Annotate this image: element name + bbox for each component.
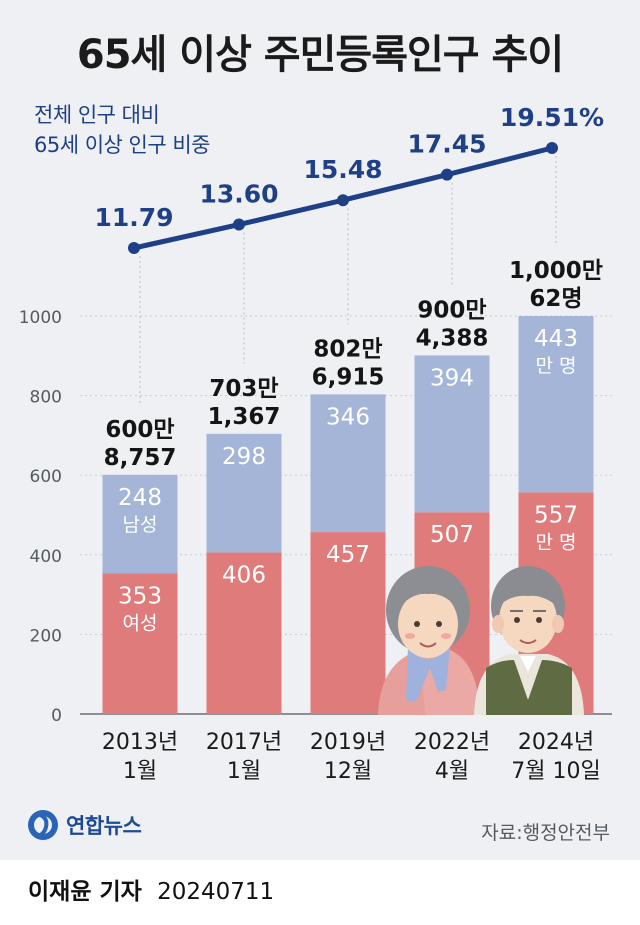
y-tick-label: 0 — [51, 706, 62, 726]
total-label-line2: 6,915 — [312, 364, 385, 390]
female-value-label: 507 — [430, 522, 474, 548]
ratio-value-label: 19.51% — [500, 103, 604, 132]
footer-bar — [0, 860, 640, 925]
x-tick-label-year: 2022년 — [414, 730, 490, 755]
ratio-point — [441, 168, 453, 181]
x-tick-label-year: 2017년 — [206, 730, 282, 755]
byline-author: 이재윤 기자 — [28, 879, 142, 905]
bar-male — [102, 474, 178, 574]
ratio-value-label: 15.48 — [303, 155, 382, 184]
yonhap-logo-icon — [28, 810, 58, 840]
x-tick-label-month: 1월 — [227, 759, 261, 784]
male-value-label: 346 — [326, 404, 370, 430]
bar-female — [310, 532, 386, 714]
ratio-value-label: 11.79 — [94, 203, 173, 232]
ratio-point — [546, 142, 558, 154]
male-unit-label: 만 명 — [536, 355, 577, 377]
total-label-line2: 1,367 — [208, 404, 281, 430]
y-tick-label: 1000 — [19, 308, 62, 328]
ratio-point — [337, 194, 349, 207]
bar-male — [206, 433, 282, 553]
male-value-label: 298 — [222, 444, 266, 470]
x-tick-label-month: 7월 10일 — [511, 759, 600, 784]
female-series-label: 여성 — [123, 613, 158, 635]
elderly-woman-icon — [378, 566, 480, 715]
total-label-line1: 900만 — [417, 297, 486, 323]
bar-female — [206, 552, 282, 714]
yonhap-logo: 연합뉴스 — [26, 808, 142, 842]
byline-date: 20240711 — [157, 879, 275, 905]
total-label-line1: 703만 — [209, 376, 278, 402]
source-note: 자료:행정안전부 — [481, 822, 610, 844]
bar-male — [414, 355, 490, 513]
ratio-label-line2: 65세 이상 인구 비중 — [34, 133, 211, 157]
x-tick-label-month: 1월 — [123, 759, 157, 784]
x-tick-label-year: 2024년 — [518, 730, 594, 755]
ratio-value-label: 13.60 — [199, 180, 278, 209]
bar-female — [102, 573, 178, 714]
bar-male — [518, 316, 594, 493]
logo-text: 연합뉴스 — [66, 814, 142, 838]
male-value-label: 248 — [118, 485, 162, 511]
total-label-line2: 62명 — [529, 286, 582, 312]
total-label-line1: 1,000만 — [509, 258, 603, 284]
female-value-label: 406 — [222, 562, 266, 588]
y-tick-label: 200 — [30, 626, 62, 646]
ratio-series-label: 전체 인구 대비 65세 이상 인구 비중 — [34, 100, 211, 160]
ratio-value-label: 17.45 — [407, 130, 486, 159]
female-value-label: 353 — [118, 584, 162, 610]
page-title: 65세 이상 주민등록인구 추이 — [76, 32, 564, 78]
total-label-line2: 8,757 — [104, 445, 177, 471]
x-tick-label-month: 4월 — [435, 759, 469, 784]
female-value-label: 557 — [534, 502, 578, 528]
ratio-point — [128, 242, 140, 254]
male-value-label: 394 — [430, 365, 474, 391]
bar-male — [310, 394, 386, 533]
ratio-label-line1: 전체 인구 대비 — [34, 103, 160, 127]
ratio-point — [233, 218, 245, 231]
female-value-label: 457 — [326, 542, 370, 568]
total-label-line2: 4,388 — [416, 325, 489, 351]
female-unit-label: 만 명 — [536, 531, 577, 553]
x-tick-label-year: 2019년 — [310, 730, 386, 755]
total-label-line1: 802만 — [313, 336, 382, 362]
y-tick-label: 800 — [30, 388, 62, 408]
y-tick-label: 600 — [30, 467, 62, 487]
y-tick-label: 400 — [30, 547, 62, 567]
elderly-couple-illustration — [378, 566, 584, 715]
male-value-label: 443 — [534, 326, 578, 352]
male-series-label: 남성 — [123, 514, 158, 536]
elderly-man-icon — [474, 566, 584, 715]
x-tick-label-year: 2013년 — [102, 730, 178, 755]
total-label-line1: 600만 — [105, 417, 174, 443]
byline: 이재윤 기자 20240711 — [28, 872, 274, 906]
x-tick-label-month: 12월 — [324, 759, 372, 784]
